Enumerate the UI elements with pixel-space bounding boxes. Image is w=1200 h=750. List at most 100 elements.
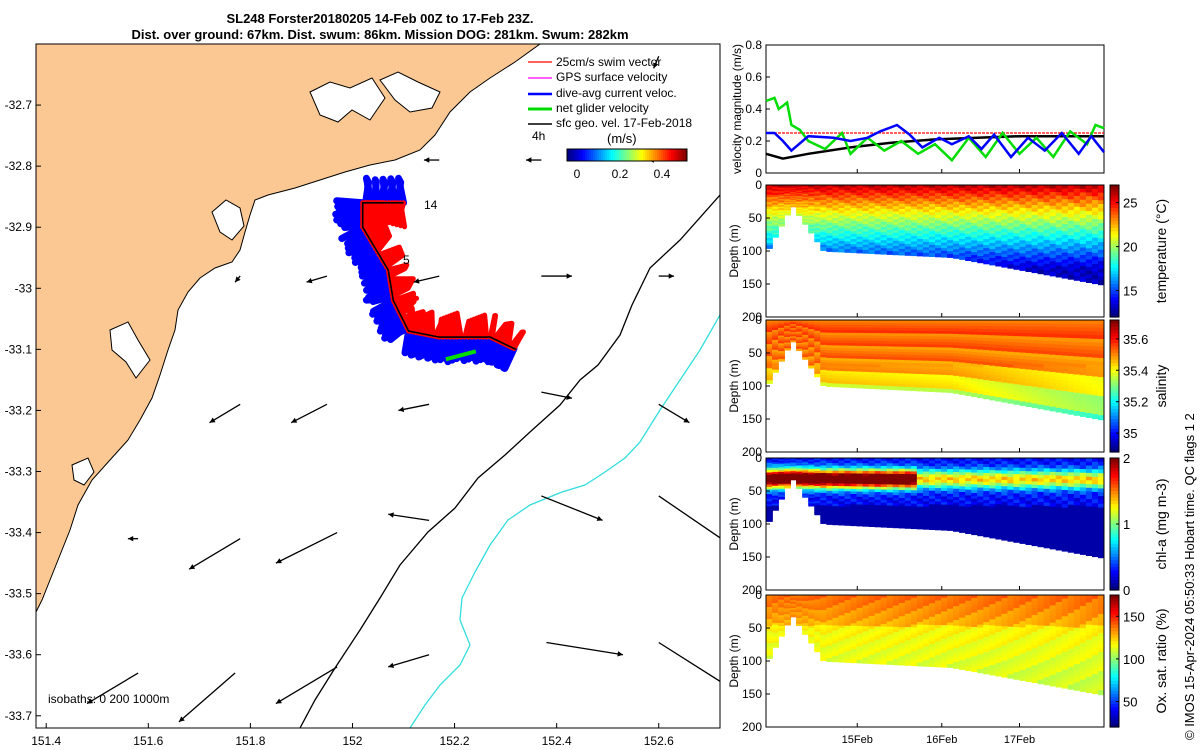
section-cell [1079,516,1087,522]
panel-colorbar-cell [1110,218,1119,222]
section-cell [1037,350,1045,356]
section-cell [778,222,785,226]
section-cell [977,337,985,342]
section-cell [928,463,936,468]
panel-colorbar-cell [1110,445,1119,450]
section-cell [820,214,828,219]
section-cell [1019,240,1027,245]
section-cell [838,230,846,235]
section-cell [941,474,948,479]
section-cell [1097,496,1104,502]
section-cell [766,494,773,498]
section-cell [772,367,779,371]
section-cell [1037,508,1045,514]
section-cell [989,374,997,380]
section-cell [989,197,997,202]
section-cell [916,482,924,487]
section-cell [983,392,991,397]
section-cell [995,372,1003,377]
section-cell [1079,491,1087,497]
colorbar-cell [657,149,660,161]
section-cell [995,366,1003,371]
section-cell [826,330,834,334]
section-cell [1049,323,1057,329]
panel-colorbar-cell [1110,194,1119,199]
section-cell [922,479,930,484]
section-cell [898,386,906,391]
section-cell [1043,402,1051,407]
section-cell [1049,344,1057,349]
section-cell [977,478,985,483]
section-cell [1049,403,1057,408]
panel-colorbar-cell [1110,313,1119,318]
section-cell [1025,369,1033,374]
section-cell [1049,185,1057,190]
section-cell [868,244,876,249]
section-cell [1025,366,1033,371]
section-cell [1085,409,1093,415]
section-cell [1001,335,1009,340]
section-cell [874,476,882,481]
section-cell [941,468,948,473]
section-cell [1037,205,1045,210]
section-cell [814,337,822,341]
panel-colorbar-cell [1110,191,1119,196]
section-cell [1049,464,1057,470]
section-cell [778,468,785,472]
section-cell [1025,487,1033,493]
section-cell [832,468,840,472]
section-cell [922,330,930,335]
section-cell [862,478,870,483]
section-cell [1019,230,1027,236]
section-cell [766,356,773,360]
section-cell [1007,473,1015,479]
section-cell [826,458,834,462]
panel-y-tick-label: 50 [749,211,763,225]
section-cell [941,185,948,189]
section-cell [874,484,882,489]
colorbar-cell [607,149,610,161]
section-cell [880,385,888,390]
section-cell [947,355,954,360]
section-cell [808,347,816,351]
section-cell [947,198,954,203]
section-cell [880,369,888,374]
section-cell [995,458,1003,463]
section-cell [904,349,912,354]
section-cell [856,208,864,213]
section-cell [778,216,785,219]
section-cell [965,521,973,526]
colorbar-cell [571,149,574,161]
section-cell [886,383,894,388]
section-cell [953,505,960,510]
section-cell [1001,461,1009,466]
section-cell [977,379,985,384]
section-cell [1001,464,1009,469]
section-cell [766,245,773,249]
section-cell [971,463,979,468]
section-cell [1079,412,1087,417]
section-cell [983,515,991,520]
section-cell [778,212,785,216]
section-cell [989,227,997,232]
panel-colorbar-tick-label: 25 [1123,196,1137,211]
section-cell [898,370,906,375]
section-cell [862,496,870,501]
section-cell [778,459,785,463]
section-cell [820,507,828,512]
section-cell [1037,235,1045,241]
section-cell [886,378,894,382]
section-cell [941,234,948,239]
section-cell [947,350,954,355]
section-cell [1037,495,1045,500]
section-cell [814,219,822,223]
section-cell [868,520,876,525]
section-cell [832,243,840,248]
section-cell [935,344,942,349]
section-cell [1049,240,1057,246]
section-cell [1013,210,1021,216]
section-cell [995,329,1003,334]
section-cell [868,499,876,504]
section-cell [971,363,979,368]
section-cell [898,190,906,195]
